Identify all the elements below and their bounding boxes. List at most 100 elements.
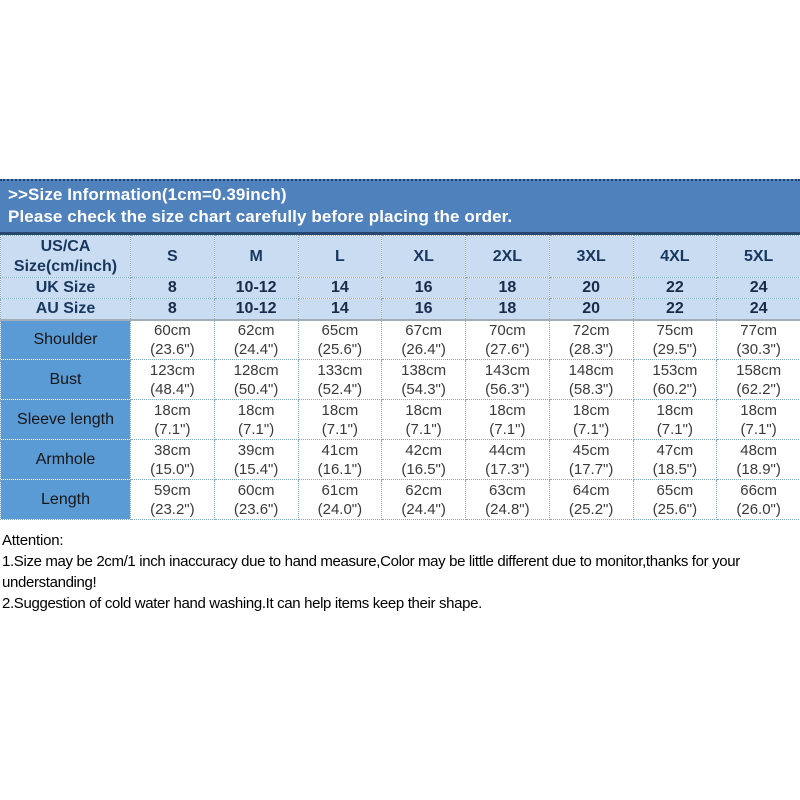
- inch-value: (54.3"): [401, 380, 446, 398]
- inch-value: (26.4"): [401, 340, 446, 358]
- cm-value: 123cm: [149, 361, 195, 379]
- uk-size-value: 8: [130, 277, 215, 299]
- cm-value: 18cm: [656, 401, 694, 419]
- measurement-cell: 62cm (24.4"): [381, 479, 466, 520]
- cm-value: 60cm: [237, 481, 275, 499]
- cm-value: 77cm: [740, 321, 777, 339]
- measurement-cell: 45cm (17.7"): [548, 439, 634, 480]
- measurement-cell: 63cm (24.8"): [465, 479, 550, 520]
- inch-value: (50.4"): [233, 380, 279, 398]
- cm-value: 148cm: [568, 361, 614, 379]
- uk-size-value: 24: [716, 277, 800, 299]
- size-header: 4XL: [632, 235, 718, 278]
- attention-section: Attention: 1.Size may be 2cm/1 inch inac…: [0, 520, 800, 614]
- cm-value: 41cm: [321, 441, 359, 459]
- inch-value: (7.1"): [740, 420, 777, 438]
- measurement-row-armhole: Armhole 38cm (15.0") 39cm (15.4") 41cm (16.…: [0, 439, 800, 480]
- uk-size-value: 22: [632, 277, 718, 299]
- size-chart-content: >>Size Information(1cm=0.39inch) Please …: [0, 179, 800, 614]
- cm-value: 75cm: [656, 321, 694, 339]
- cm-value: 38cm: [154, 441, 191, 459]
- cm-value: 18cm: [321, 401, 359, 419]
- au-size-value: 24: [716, 298, 800, 320]
- banner-subtitle: Please check the size chart carefully be…: [8, 207, 513, 226]
- measurement-cell: 48cm (18.9"): [716, 439, 800, 480]
- inch-value: (24.8"): [485, 500, 530, 518]
- measurement-row-shoulder: Shoulder 60cm (23.6") 62cm (24.4") 65cm (25…: [0, 318, 800, 360]
- measurement-cell: 70cm (27.6"): [465, 318, 550, 360]
- cm-value: 138cm: [401, 361, 447, 379]
- cm-value: 42cm: [405, 441, 442, 459]
- inch-value: (62.2"): [736, 380, 781, 398]
- au-size-row: AU Size 8 10-12 14 16 18 20 22 24: [0, 298, 800, 320]
- cm-value: 143cm: [484, 361, 530, 379]
- inch-value: (7.1"): [489, 420, 526, 438]
- size-info-banner: >>Size Information(1cm=0.39inch) Please …: [0, 179, 800, 235]
- uk-size-value: 14: [297, 277, 383, 299]
- cm-value: 60cm: [154, 321, 191, 339]
- size-header: 2XL: [465, 235, 550, 278]
- inch-value: (23.6"): [233, 500, 279, 518]
- measurement-cell: 133cm (52.4"): [297, 359, 383, 400]
- measurement-cell: 123cm (48.4"): [130, 359, 215, 400]
- uk-size-row: UK Size 8 10-12 14 16 18 20 22 24: [0, 277, 800, 299]
- cm-value: 72cm: [572, 321, 610, 339]
- inch-value: (16.5"): [401, 460, 446, 478]
- measurement-cell: 153cm (60.2"): [632, 359, 718, 400]
- measurement-cell: 62cm (24.4"): [213, 318, 299, 360]
- cm-value: 18cm: [572, 401, 610, 419]
- measurement-cell: 18cm (7.1"): [381, 399, 466, 440]
- inch-value: (52.4"): [317, 380, 363, 398]
- inch-value: (25.6"): [652, 500, 698, 518]
- inch-value: (23.2"): [150, 500, 195, 518]
- measurement-cell: 75cm (29.5"): [632, 318, 718, 360]
- au-size-value: 18: [465, 298, 550, 320]
- au-size-value: 20: [548, 298, 634, 320]
- cm-value: 158cm: [736, 361, 782, 379]
- inch-value: (17.7"): [568, 460, 614, 478]
- measurement-label: Shoulder: [0, 318, 131, 360]
- measurement-cell: 44cm (17.3"): [465, 439, 550, 480]
- inch-value: (23.6"): [150, 340, 195, 358]
- au-size-label: AU Size: [0, 298, 131, 320]
- measurement-cell: 66cm (26.0"): [716, 479, 800, 520]
- measurement-label: Length: [0, 479, 131, 520]
- corner-line-1: US/CA: [40, 237, 91, 255]
- inch-value: (24.4"): [401, 500, 446, 518]
- inch-value: (29.5"): [652, 340, 698, 358]
- measurement-cell: 158cm (62.2"): [716, 359, 800, 400]
- size-header: XL: [381, 235, 466, 278]
- au-size-value: 8: [130, 298, 215, 320]
- size-chart-table: US/CA Size(cm/inch) S M L XL 2XL 3XL 4XL…: [0, 235, 800, 520]
- inch-value: (25.2"): [568, 500, 614, 518]
- measurement-cell: 60cm (23.6"): [213, 479, 299, 520]
- cm-value: 128cm: [233, 361, 279, 379]
- measurement-cell: 128cm (50.4"): [213, 359, 299, 400]
- cm-value: 67cm: [405, 321, 442, 339]
- measurement-cell: 61cm (24.0"): [297, 479, 383, 520]
- measurement-cell: 65cm (25.6"): [297, 318, 383, 360]
- measurement-cell: 138cm (54.3"): [381, 359, 466, 400]
- measurement-cell: 42cm (16.5"): [381, 439, 466, 480]
- au-size-value: 10-12: [213, 298, 299, 320]
- measurement-label: Bust: [0, 359, 131, 400]
- measurement-cell: 18cm (7.1"): [297, 399, 383, 440]
- uk-size-value: 10-12: [213, 277, 299, 299]
- cm-value: 153cm: [652, 361, 698, 379]
- measurement-label: Sleeve length: [0, 399, 131, 440]
- cm-value: 39cm: [237, 441, 275, 459]
- measurement-cell: 18cm (7.1"): [213, 399, 299, 440]
- cm-value: 66cm: [740, 481, 777, 499]
- measurement-cell: 41cm (16.1"): [297, 439, 383, 480]
- measurement-cell: 47cm (18.5"): [632, 439, 718, 480]
- inch-value: (16.1"): [317, 460, 363, 478]
- size-header-row: US/CA Size(cm/inch) S M L XL 2XL 3XL 4XL…: [0, 235, 800, 278]
- cm-value: 133cm: [317, 361, 363, 379]
- inch-value: (7.1"): [154, 420, 191, 438]
- inch-value: (15.0"): [150, 460, 195, 478]
- measurement-cell: 18cm (7.1"): [548, 399, 634, 440]
- attention-title: Attention:: [2, 532, 64, 549]
- inch-value: (7.1"): [238, 420, 275, 438]
- au-size-value: 14: [297, 298, 383, 320]
